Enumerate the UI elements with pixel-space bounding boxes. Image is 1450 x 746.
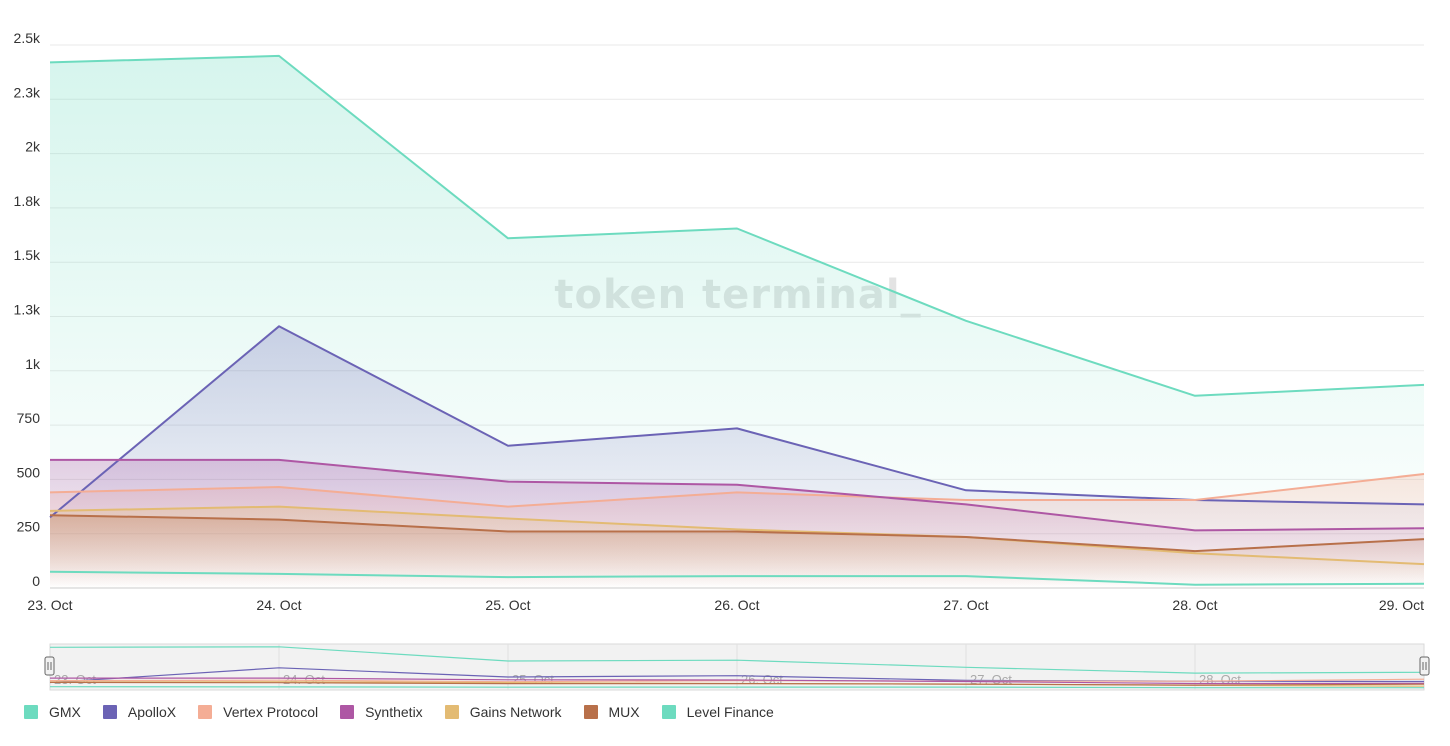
series-line-mux[interactable] bbox=[49, 514, 1425, 553]
y-tick-label: 0 bbox=[32, 573, 40, 589]
series-line-gmx[interactable] bbox=[49, 54, 1425, 397]
x-tick-label: 23. Oct bbox=[27, 597, 72, 613]
legend-item-mux[interactable]: MUX bbox=[583, 704, 640, 720]
series-areas bbox=[50, 55, 1424, 588]
y-tick-label: 1.3k bbox=[14, 302, 41, 318]
legend-item-gmx[interactable]: GMX bbox=[24, 704, 81, 720]
y-tick-label: 2.5k bbox=[14, 30, 41, 46]
legend-label: MUX bbox=[608, 704, 640, 720]
x-tick-label: 27. Oct bbox=[943, 597, 988, 613]
legend-swatch bbox=[661, 705, 676, 719]
series-area-mux bbox=[50, 515, 1424, 588]
navigator-line-level-finance bbox=[49, 686, 1424, 689]
x-tick-label: 28. Oct bbox=[1172, 597, 1217, 613]
range-navigator[interactable]: 23. Oct 24. Oct 25. Oct 26. Oct 27. Oct 28. O… bbox=[44, 643, 1430, 691]
series-lines bbox=[49, 54, 1425, 586]
y-tick-label: 250 bbox=[17, 519, 41, 535]
series-line-level-finance[interactable] bbox=[49, 570, 1425, 586]
y-tick-label: 750 bbox=[17, 410, 41, 426]
legend-item-apollox[interactable]: ApolloX bbox=[102, 704, 177, 720]
legend-swatch bbox=[24, 705, 38, 719]
x-tick-label: 25. Oct bbox=[485, 597, 530, 613]
series-line-gains-network[interactable] bbox=[49, 505, 1425, 566]
legend-item-gains-network[interactable]: Gains Network bbox=[444, 704, 562, 720]
y-tick-label: 1.5k bbox=[14, 247, 41, 263]
y-tick-label: 500 bbox=[17, 464, 41, 480]
legend-item-level-finance[interactable]: Level Finance bbox=[661, 704, 774, 720]
y-tick-label: 1.8k bbox=[14, 193, 41, 209]
legend-item-synthetix[interactable]: Synthetix bbox=[340, 704, 423, 720]
y-tick-label: 2.3k bbox=[14, 84, 41, 100]
navigator-line-mux bbox=[49, 681, 1425, 686]
legend-swatch bbox=[444, 705, 459, 719]
legend-label: Gains Network bbox=[469, 704, 562, 720]
x-tick-label: 29. Oct bbox=[1379, 597, 1424, 613]
navigator-line-gmx bbox=[49, 646, 1425, 674]
navigator-right-handle[interactable] bbox=[1419, 656, 1430, 676]
navigator-tick-label: 27. Oct bbox=[970, 672, 1012, 687]
legend-swatch bbox=[583, 705, 598, 719]
y-tick-label: 1k bbox=[25, 356, 41, 372]
x-tick-label: 26. Oct bbox=[714, 597, 759, 613]
legend-label: GMX bbox=[49, 704, 81, 720]
legend-swatch bbox=[102, 705, 117, 719]
legend-swatch bbox=[198, 705, 213, 719]
series-line-vertex-protocol[interactable] bbox=[49, 473, 1425, 508]
navigator-tick-label: 23. Oct bbox=[54, 672, 96, 687]
legend-label: Synthetix bbox=[365, 704, 423, 720]
navigator-tick-label: 24. Oct bbox=[283, 672, 325, 687]
series-line-synthetix[interactable] bbox=[50, 458, 1425, 532]
legend-item-vertex-protocol[interactable]: Vertex Protocol bbox=[198, 704, 318, 720]
legend-label: ApolloX bbox=[127, 704, 177, 720]
legend-label: Vertex Protocol bbox=[223, 704, 319, 720]
legend-label: Level Finance bbox=[686, 704, 774, 720]
navigator-line-synthetix bbox=[50, 677, 1425, 685]
legend-swatch bbox=[340, 705, 355, 719]
navigator-left-handle[interactable] bbox=[44, 656, 55, 676]
y-axis-tick-labels: 0 250 500 750 1k 1.3k 1.5k 1.8k 2k 2.3k 2.5k bbox=[14, 30, 41, 589]
navigator-series-lines bbox=[49, 646, 1425, 689]
legend: GMX ApolloX Vertex Protocol Synthetix Gains … bbox=[24, 704, 796, 720]
x-axis-tick-labels: 23. Oct 24. Oct 25. Oct 26. Oct 27. Oct 28. O… bbox=[27, 597, 1424, 613]
y-tick-label: 2k bbox=[25, 139, 41, 155]
x-tick-label: 24. Oct bbox=[256, 597, 301, 613]
